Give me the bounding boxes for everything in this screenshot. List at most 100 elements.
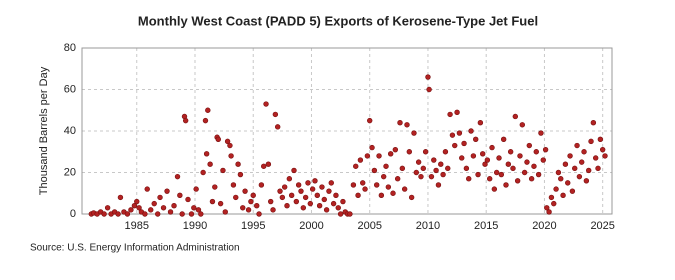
point — [390, 190, 396, 196]
point — [195, 207, 202, 213]
point — [309, 186, 316, 192]
point — [228, 153, 234, 159]
point — [360, 180, 366, 186]
point — [500, 136, 507, 143]
y-tick-label: 60 — [64, 83, 76, 95]
point — [528, 176, 535, 182]
point — [148, 207, 154, 213]
point — [484, 157, 491, 163]
point — [486, 176, 493, 182]
point — [544, 205, 550, 211]
point — [307, 200, 314, 207]
point — [300, 205, 307, 211]
point — [470, 153, 477, 159]
point — [524, 159, 530, 165]
x-tick-label: 2010 — [416, 220, 440, 232]
point — [185, 196, 191, 203]
point — [519, 122, 526, 128]
x-tick-label: 1985 — [125, 220, 149, 232]
point — [517, 153, 523, 159]
point — [177, 192, 183, 199]
x-tick-label: 2015 — [474, 220, 498, 232]
point — [567, 153, 573, 159]
point — [333, 192, 339, 199]
point — [337, 211, 344, 217]
point — [562, 161, 569, 167]
point — [445, 165, 451, 172]
point — [242, 188, 248, 194]
point — [548, 194, 555, 201]
point — [438, 161, 444, 167]
point — [431, 157, 437, 163]
point — [408, 194, 415, 201]
point — [449, 132, 456, 138]
point — [498, 171, 505, 178]
point — [321, 196, 327, 203]
x-tick-label: 2020 — [532, 220, 556, 232]
point — [397, 119, 403, 126]
point — [227, 142, 233, 149]
point — [505, 161, 512, 167]
point — [440, 171, 446, 178]
point — [222, 209, 228, 215]
point — [220, 167, 226, 174]
point — [188, 211, 195, 217]
point — [295, 182, 302, 188]
point — [357, 157, 364, 163]
point — [374, 182, 380, 188]
point — [117, 194, 124, 201]
point — [422, 149, 429, 155]
point — [411, 130, 417, 136]
x-tick-label: 2005 — [357, 220, 381, 232]
point — [572, 165, 578, 172]
point — [293, 198, 300, 205]
point — [136, 205, 142, 211]
point — [314, 192, 320, 199]
point — [254, 203, 260, 209]
point — [272, 111, 279, 118]
point — [217, 200, 224, 207]
point — [167, 209, 174, 215]
point — [473, 136, 479, 143]
point — [230, 182, 237, 188]
point — [599, 146, 606, 153]
point — [323, 207, 330, 213]
point — [207, 161, 213, 167]
point — [362, 186, 368, 192]
point — [160, 205, 167, 211]
point — [380, 173, 387, 180]
point — [538, 130, 544, 136]
point — [212, 184, 218, 190]
point — [553, 186, 559, 192]
y-tick-label: 0 — [70, 208, 76, 220]
point — [503, 182, 509, 188]
point — [124, 211, 131, 217]
point — [535, 171, 542, 178]
point — [235, 161, 241, 167]
point — [507, 149, 514, 155]
point — [426, 86, 432, 93]
point — [489, 144, 495, 151]
point — [466, 176, 472, 182]
point — [279, 194, 286, 201]
point — [284, 203, 290, 209]
point — [514, 178, 521, 184]
point — [240, 205, 246, 211]
point — [312, 178, 318, 184]
point — [551, 200, 557, 207]
point — [491, 186, 498, 192]
point — [521, 169, 528, 176]
point — [579, 159, 585, 165]
point — [526, 142, 532, 149]
point — [387, 151, 394, 157]
point — [447, 111, 453, 118]
point — [281, 184, 288, 190]
point — [248, 198, 254, 205]
point — [583, 178, 590, 184]
point — [512, 113, 519, 120]
point — [401, 186, 408, 192]
point — [493, 169, 500, 176]
point — [588, 138, 594, 145]
point — [602, 153, 608, 159]
